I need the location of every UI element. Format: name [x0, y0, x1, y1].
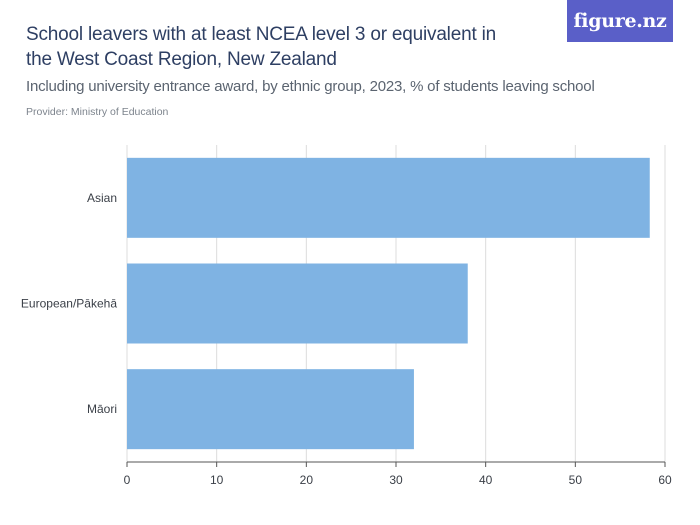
bars — [127, 157, 650, 450]
bar-european-p-keh-[interactable] — [127, 263, 468, 344]
x-axis: 0 10 20 30 40 50 60 — [124, 461, 672, 487]
x-tick-label: 0 — [124, 473, 131, 487]
x-tick-label: 60 — [658, 473, 672, 487]
chart-subtitle: Including university entrance award, by … — [26, 78, 595, 95]
x-tick-label: 10 — [210, 473, 224, 487]
x-tick-label: 50 — [569, 473, 583, 487]
figure-nz-logo[interactable]: figure.nz — [567, 0, 673, 42]
category-label: Māori — [87, 402, 117, 416]
category-label: European/Pākehā — [21, 297, 117, 311]
chart-title: School leavers with at least NCEA level … — [26, 24, 496, 70]
x-tick-label: 20 — [300, 473, 314, 487]
x-tick-label: 30 — [389, 473, 403, 487]
bar-asian[interactable] — [127, 157, 650, 238]
category-labels: Asian European/Pākehā Māori — [21, 191, 117, 416]
data-provider: Provider: Ministry of Education — [26, 106, 169, 118]
x-tick-label: 40 — [479, 473, 493, 487]
bar-m-ori[interactable] — [127, 369, 414, 450]
category-label: Asian — [87, 191, 117, 205]
